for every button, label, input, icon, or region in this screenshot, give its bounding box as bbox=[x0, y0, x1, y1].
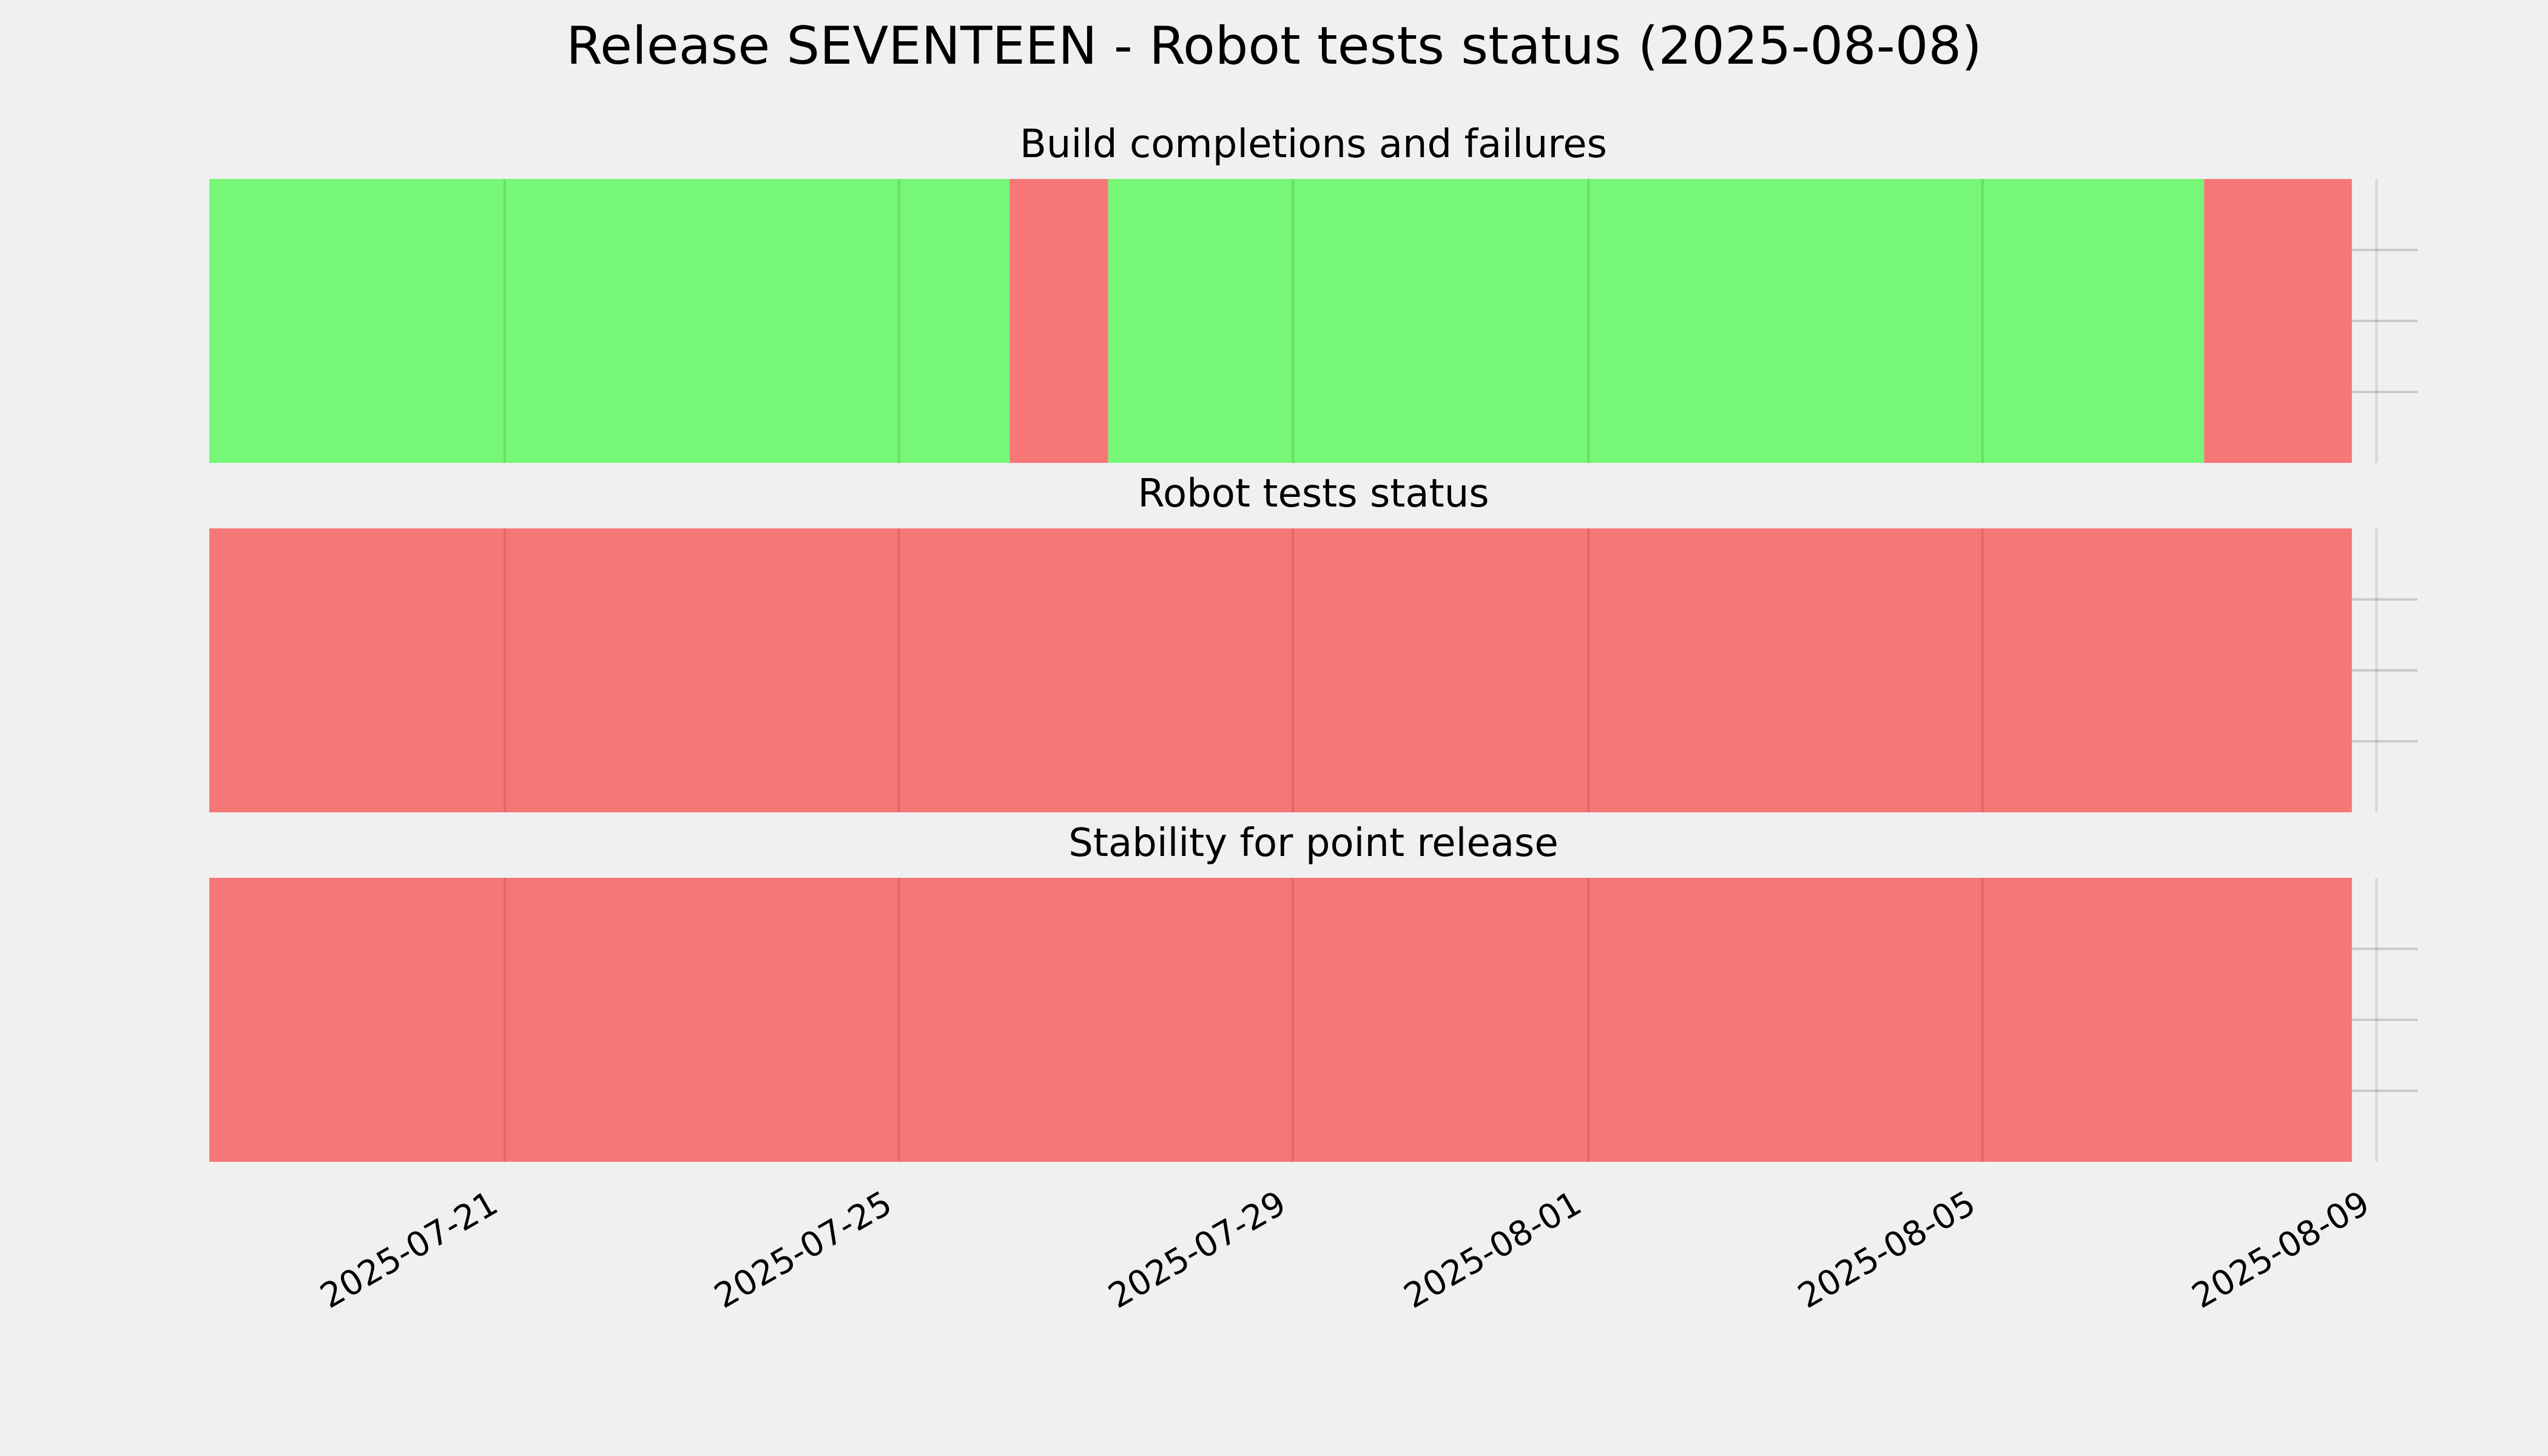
panel-title: Stability for point release bbox=[1068, 821, 1559, 866]
segment-ok bbox=[209, 179, 1010, 463]
panel-title: Build completions and failures bbox=[1020, 122, 1607, 167]
segment-fail bbox=[1009, 179, 1108, 463]
segment-fail bbox=[209, 878, 2352, 1162]
timeline-panels: Build completions and failures Robot test… bbox=[209, 122, 2418, 1162]
panel-title: Robot tests status bbox=[1138, 471, 1489, 516]
segment-fail bbox=[2204, 179, 2352, 463]
segment-fail bbox=[209, 528, 2352, 812]
segment-ok bbox=[1108, 179, 2205, 463]
panel-1: Build completions and failures bbox=[209, 122, 2418, 463]
panel-2: Robot tests status bbox=[209, 471, 2418, 812]
panel-3: Stability for point release bbox=[209, 821, 2418, 1162]
figure-title: Release SEVENTEEN - Robot tests status (… bbox=[566, 16, 1982, 76]
